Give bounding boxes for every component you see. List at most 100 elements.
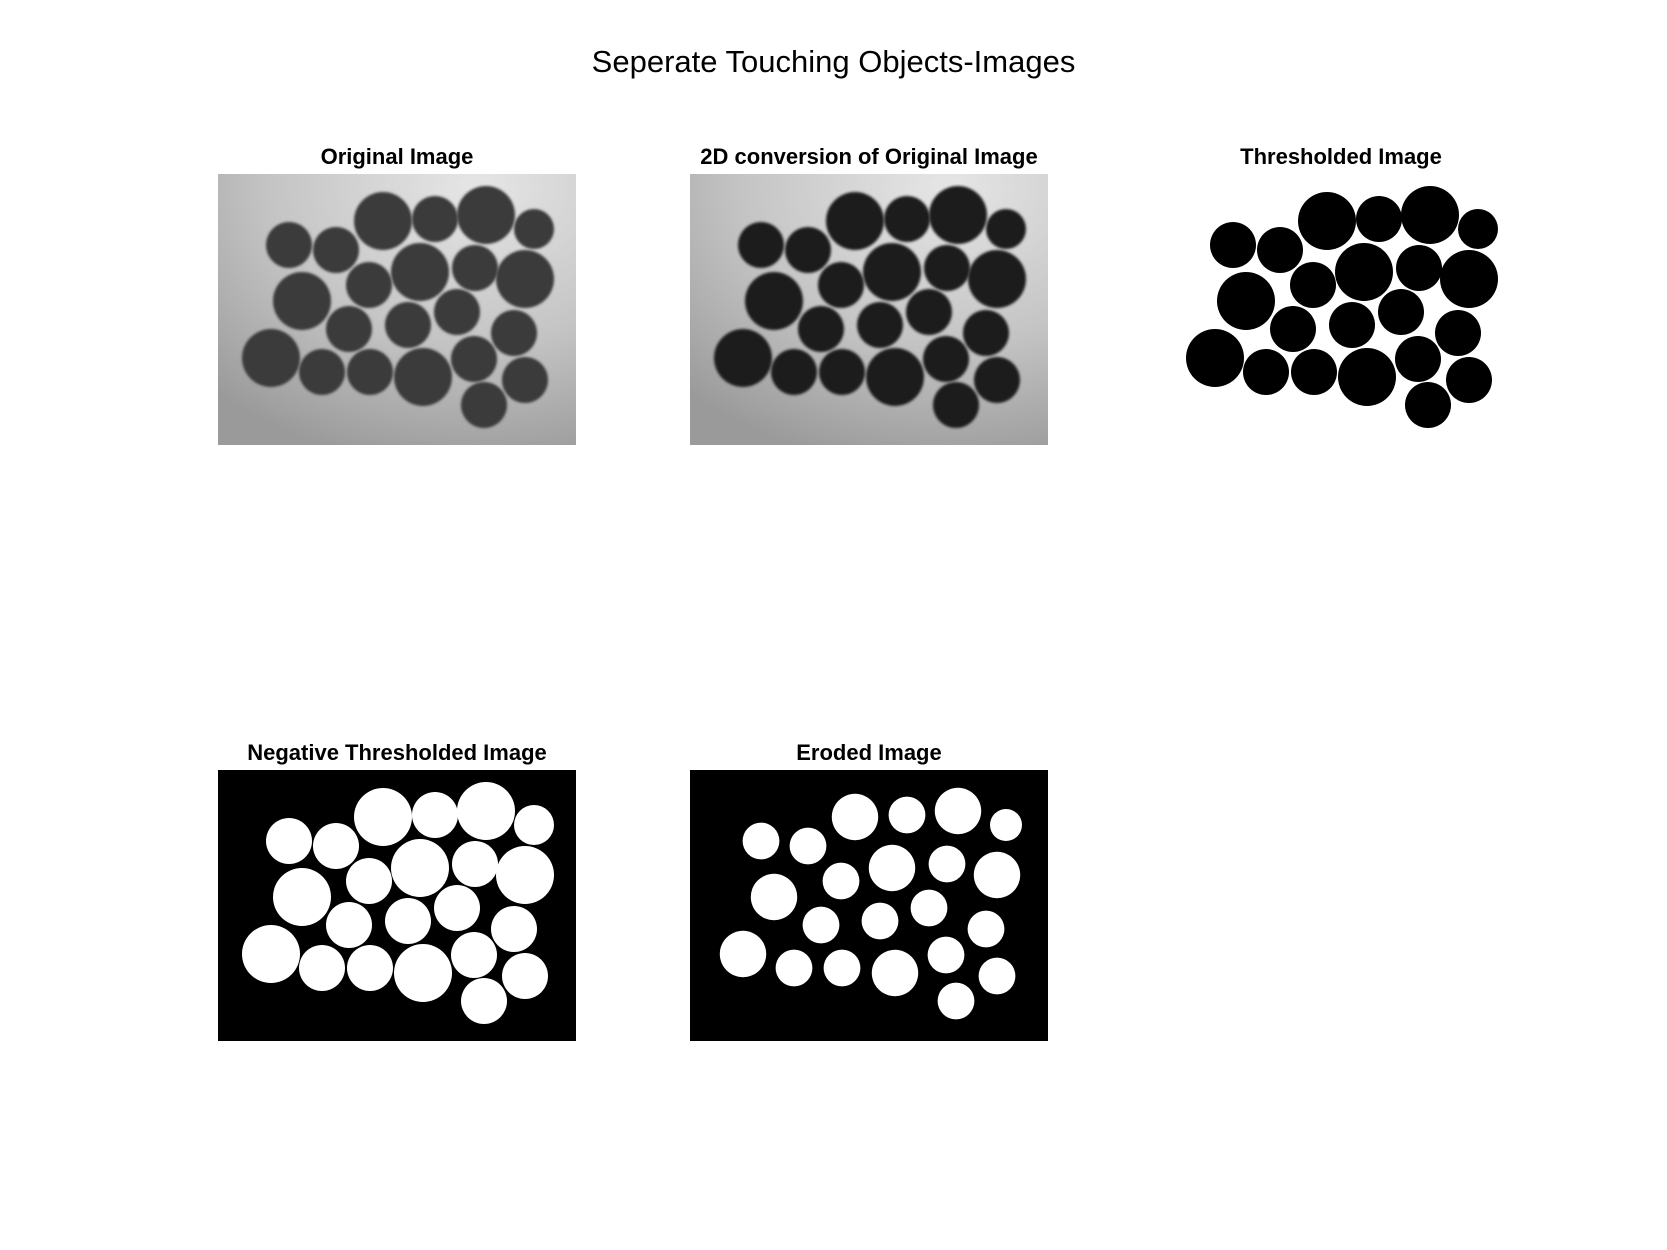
coin-blob [273, 272, 331, 330]
coin-blob [1290, 262, 1336, 308]
coin-blob [451, 932, 497, 978]
coin-blob [888, 796, 926, 834]
coin-blob [1440, 250, 1498, 308]
coin-blob [1243, 349, 1289, 395]
coin-blob [412, 196, 458, 242]
coin-blob [496, 846, 554, 904]
coin-blob [502, 357, 548, 403]
coin-blob [978, 957, 1016, 995]
coin-blob [502, 953, 548, 999]
coin-blob [1395, 336, 1441, 382]
coin-blob [1291, 349, 1337, 395]
coin-blob [1335, 243, 1393, 301]
coin-blob [242, 925, 300, 983]
coin-blob [934, 787, 982, 835]
eroded-image [690, 770, 1048, 1041]
coin-blob [910, 889, 948, 927]
coin-blob [491, 310, 537, 356]
coin-blob [266, 222, 312, 268]
coin-blob [968, 250, 1026, 308]
coin-blob [491, 906, 537, 952]
coin-blob [819, 349, 865, 395]
coin-blob [391, 243, 449, 301]
panel-title-2d-conversion: 2D conversion of Original Image [700, 144, 1038, 169]
coin-blob [457, 782, 515, 840]
coin-blob [868, 844, 916, 892]
coin-blob [745, 272, 803, 330]
thresholded-image [1162, 174, 1520, 445]
coin-blob [461, 978, 507, 1024]
coin-blob [1356, 196, 1402, 242]
coin-blob [347, 945, 393, 991]
coin-blob [434, 885, 480, 931]
coin-blob [313, 823, 359, 869]
coin-blob [986, 209, 1026, 249]
coin-blob [1378, 289, 1424, 335]
coin-blob [928, 845, 966, 883]
negative-thresholded-image [218, 770, 576, 1041]
coin-blob [831, 793, 879, 841]
coin-blob [923, 336, 969, 382]
coin-blob [313, 227, 359, 273]
coin-blob [299, 349, 345, 395]
coin-blob [974, 357, 1020, 403]
coin-blob [514, 805, 554, 845]
coin-blob [1405, 382, 1451, 428]
coin-blob [273, 868, 331, 926]
coin-blob [818, 262, 864, 308]
coin-blob [906, 289, 952, 335]
coin-blob [1338, 348, 1396, 406]
coin-blob [266, 818, 312, 864]
original-image [218, 174, 576, 445]
coin-blob [742, 822, 780, 860]
panel-title-thresholded: Thresholded Image [1240, 144, 1442, 169]
coin-blob [1401, 186, 1459, 244]
coin-blob [937, 982, 975, 1020]
coin-blob [514, 209, 554, 249]
coin-blob [354, 788, 412, 846]
coin-blob [789, 827, 827, 865]
coin-blob [863, 243, 921, 301]
coin-blob [973, 851, 1021, 899]
coin-blob [750, 873, 798, 921]
coin-blob [347, 349, 393, 395]
coin-blob [1186, 329, 1244, 387]
coin-blob [871, 949, 919, 997]
coin-blob [857, 302, 903, 348]
coin-blob [457, 186, 515, 244]
2d-conversion-image [690, 174, 1048, 445]
coin-blob [1270, 306, 1316, 352]
coin-blob [738, 222, 784, 268]
coin-blob [452, 245, 498, 291]
coin-blob [385, 302, 431, 348]
panel-title-eroded: Eroded Image [796, 740, 942, 765]
coin-blob [1329, 302, 1375, 348]
coin-blob [990, 809, 1022, 841]
panel-title-negative-thresholded: Negative Thresholded Image [247, 740, 547, 765]
coin-blob [798, 306, 844, 352]
coin-blob [496, 250, 554, 308]
coin-blob [299, 945, 345, 991]
coin-blob [461, 382, 507, 428]
coin-blob [354, 192, 412, 250]
coin-blob [929, 186, 987, 244]
coin-blob [451, 336, 497, 382]
coin-blob [434, 289, 480, 335]
coin-blob [719, 930, 767, 978]
coin-blob [963, 310, 1009, 356]
figure-title: Seperate Touching Objects-Images [591, 44, 1076, 79]
coin-blob [1210, 222, 1256, 268]
coin-blob [802, 906, 840, 944]
coin-blob [394, 348, 452, 406]
coin-blob [1298, 192, 1356, 250]
coin-blob [385, 898, 431, 944]
coin-blob [826, 192, 884, 250]
coin-blob [866, 348, 924, 406]
coin-blob [412, 792, 458, 838]
coin-blob [1435, 310, 1481, 356]
coin-blob [242, 329, 300, 387]
coin-blob [861, 902, 899, 940]
coin-blob [933, 382, 979, 428]
coin-blob [326, 306, 372, 352]
panel-title-original: Original Image [320, 144, 474, 169]
